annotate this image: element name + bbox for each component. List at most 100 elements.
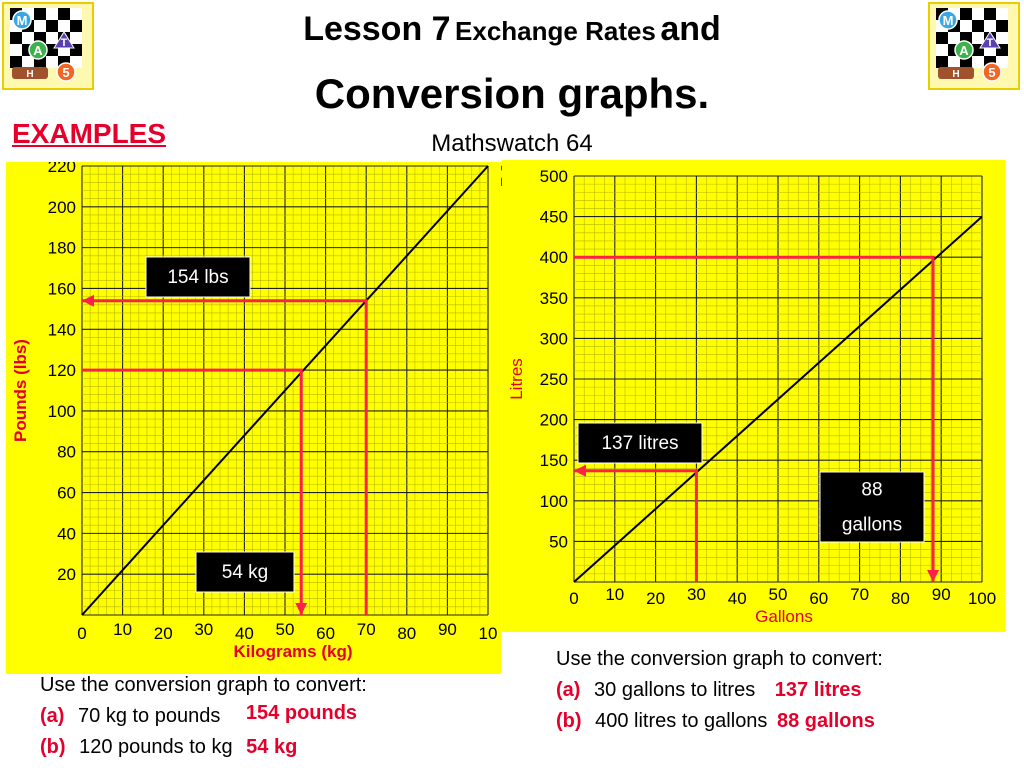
chart-2-y-tick-7: 400 <box>540 248 568 267</box>
chart-2-x-tick-8: 80 <box>891 589 910 608</box>
logo-right-cell-4-0 <box>936 56 948 68</box>
chart-1-x-tick-5: 50 <box>276 620 295 639</box>
chart-1-y-tick-6: 140 <box>48 320 76 339</box>
chart-1-annotation-1-label: 154 lbs <box>145 256 251 298</box>
chart-2-x-tick-0: 0 <box>569 589 578 608</box>
logo-right-a-badge <box>954 40 974 60</box>
chart-1-annotation-2-arrowhead <box>295 603 308 615</box>
logo-right-cell-0-2 <box>960 8 972 20</box>
question-1a-label: (a) <box>40 705 65 727</box>
chart-1-annotation-2-path <box>82 368 303 615</box>
chart-1-x-tick-4: 40 <box>235 624 254 643</box>
logo-right-h-badge <box>938 67 974 79</box>
logo-left-cell-2-0 <box>10 32 22 44</box>
question-2a-answer: 137 litres <box>774 679 862 701</box>
logo-right-cell-4-3 <box>972 56 984 68</box>
logo-left-a-badge-letter: A <box>33 43 43 58</box>
chart-1-x-tick-8: 80 <box>397 624 416 643</box>
logo-right-cell-1-2 <box>960 20 972 32</box>
logo-right-a-badge-letter: A <box>959 43 969 58</box>
logo-right-t-badge <box>979 31 1001 49</box>
chart-2-annotation-2-label: 88 gallons <box>819 471 925 543</box>
logo-right-cell-2-1 <box>948 32 960 44</box>
logo-left-cell-2-3 <box>46 32 58 44</box>
chart-1-annotation-1-arrowhead <box>82 294 94 307</box>
logo-right-m-badge-letter: M <box>943 13 954 28</box>
logo-right-five-badge <box>982 62 1002 82</box>
chart-1-series-line <box>81 165 489 616</box>
chart-1-annotation-1-label-box <box>145 256 251 298</box>
chart-1-y-tick-2: 60 <box>57 484 76 503</box>
logo-right-cell-1-3 <box>972 20 984 32</box>
question-block-2: Use the conversion graph to convert: (a)… <box>556 644 883 737</box>
logo-left-cell-0-4 <box>58 8 70 20</box>
question-2-intro: Use the conversion graph to convert: <box>556 648 883 670</box>
question-2b-text: 400 litres to gallons <box>595 710 768 732</box>
logo-right-t-badge-letter: T <box>987 37 994 49</box>
logo-right-cell-0-5 <box>996 8 1008 20</box>
question-1b-label: (b) <box>40 736 66 758</box>
question-2b-label: (b) <box>556 710 582 732</box>
logo-left-cell-0-2 <box>34 8 46 20</box>
chart-2-annotation-1-label: 137 litres <box>577 422 703 464</box>
logo-left-five-badge-letter: 5 <box>62 65 69 80</box>
chart-2-annotation-1-arrowhead <box>574 464 586 477</box>
logo-left-t-badge <box>53 31 75 49</box>
chart-2-x-tick-5: 50 <box>769 585 788 604</box>
chart-1-background <box>6 162 501 674</box>
logo-left-m-badge <box>12 10 32 30</box>
logo-left-cell-0-5 <box>70 8 82 20</box>
chart-2-y-tick-6: 350 <box>540 289 568 308</box>
chart-1-y-tick-8: 180 <box>48 239 76 258</box>
title-line-2: Conversion graphs. <box>314 70 710 117</box>
chart-2-annotation-1-label-text-1: 137 litres <box>601 433 678 454</box>
chart-1-y-tick-3: 80 <box>57 443 76 462</box>
logo-left-cell-1-3 <box>46 20 58 32</box>
logo-right-cell-1-4 <box>984 20 996 32</box>
chart-1-y-tick-9: 200 <box>48 198 76 217</box>
chart-1-y-tick-5: 120 <box>48 361 76 380</box>
logo-left-cell-4-0 <box>10 56 22 68</box>
chart-1-x-axis-label: Kilograms (kg) <box>233 642 352 661</box>
chart-2-annotation-2-label-text-1: 88 <box>861 480 882 501</box>
logo-left-cell-4-3 <box>46 56 58 68</box>
question-1a-answer: 154 pounds <box>245 702 358 724</box>
chart-1-x-tick-10: 10 <box>479 624 498 643</box>
logo-left-h-badge-letter: H <box>26 69 33 80</box>
chart-2-y-tick-8: 450 <box>540 208 568 227</box>
logo-left-cell-1-2 <box>34 20 46 32</box>
logo-right-five-badge-letter: 5 <box>988 65 995 80</box>
chart-1-annotation-1-path <box>82 299 368 615</box>
question-2a: (a) 30 gallons to litres 137 litres <box>556 675 883 706</box>
question-block-1: Use the conversion graph to convert: (a)… <box>40 670 367 763</box>
examples-heading: EXAMPLES <box>12 118 167 149</box>
chart-1-annotation-2-label-text-1: 54 kg <box>222 562 268 583</box>
question-2a-label: (a) <box>556 679 581 701</box>
logo-right-cell-3-0 <box>936 44 948 56</box>
chart-2-annotation-1-path <box>574 469 698 582</box>
logo-left-m-badge-letter: M <box>17 13 28 28</box>
question-2b: (b) 400 litres to gallons 88 gallons <box>556 706 883 737</box>
chart-2-annotation-2-label-box <box>819 471 925 543</box>
logo-left-h-badge <box>12 67 48 79</box>
chart-1-y-tick-1: 40 <box>57 524 76 543</box>
chart-2-x-tick-7: 70 <box>850 585 869 604</box>
chart-2-y-tick-0: 50 <box>549 532 568 551</box>
chart-2-x-tick-4: 40 <box>728 589 747 608</box>
logo-left-cell-2-5 <box>70 32 82 44</box>
chart-2-x-tick-3: 30 <box>687 585 706 604</box>
chart-2-x-tick-9: 90 <box>932 585 951 604</box>
chart-2-annotation-2-arrowhead <box>927 570 940 582</box>
chart-1-x-tick-7: 70 <box>357 620 376 639</box>
subtitle: Mathswatch 64 <box>0 130 1024 158</box>
chart-1-y-tick-4: 100 <box>48 402 76 421</box>
logo-left-t-badge-letter: T <box>61 37 68 49</box>
logo-left-cell-0-3 <box>46 8 58 20</box>
chart-1-x-tick-2: 20 <box>154 624 173 643</box>
chart-2-x-tick-6: 60 <box>809 589 828 608</box>
logo-right-cell-0-3 <box>972 8 984 20</box>
logo-right-cell-4-5 <box>996 56 1008 68</box>
chart-1-y-tick-7: 160 <box>48 279 76 298</box>
